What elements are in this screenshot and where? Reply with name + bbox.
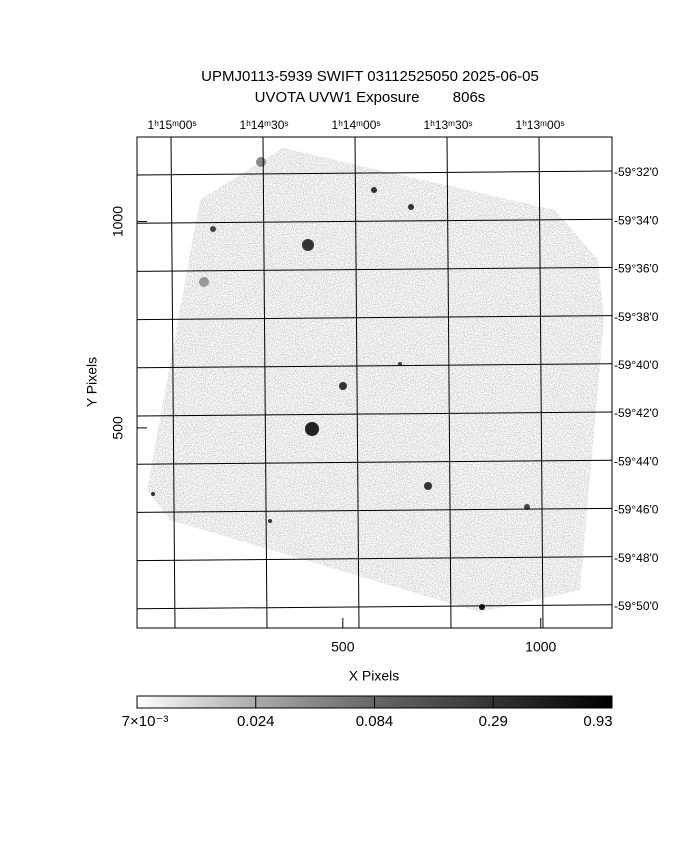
chart-subtitle: UVOTA UVW1 Exposure 806s bbox=[255, 89, 486, 106]
ra-label: 1ʰ13ᵐ00ˢ bbox=[516, 118, 565, 132]
ra-grid-line bbox=[446, 136, 452, 629]
x-tick-label: 1000 bbox=[525, 639, 556, 655]
dec-grid-line bbox=[136, 363, 613, 369]
x-axis-label: X Pixels bbox=[349, 668, 400, 684]
dec-label: -59°46'0 bbox=[614, 503, 659, 517]
chart-title: UPMJ0113-5939 SWIFT 03112525050 2025-06-… bbox=[201, 68, 539, 85]
ra-grid-line bbox=[354, 136, 360, 629]
dec-grid-line bbox=[136, 266, 613, 272]
y-tick-label: 500 bbox=[110, 416, 126, 440]
colorbar-label: 0.93 bbox=[583, 713, 612, 730]
dec-grid-line bbox=[136, 411, 613, 417]
dec-grid-line bbox=[136, 604, 613, 610]
colorbar-label: 7×10⁻³ bbox=[122, 713, 169, 730]
dec-grid-line bbox=[136, 507, 613, 513]
dec-grid-line bbox=[136, 170, 613, 176]
ra-grid-line bbox=[170, 136, 176, 629]
dec-grid-line bbox=[136, 556, 613, 562]
sky-image bbox=[147, 148, 604, 612]
dec-label: -59°40'0 bbox=[614, 358, 659, 372]
dec-label: -59°50'0 bbox=[614, 599, 659, 613]
dec-label: -59°42'0 bbox=[614, 406, 659, 420]
dec-grid-line bbox=[136, 459, 613, 465]
ra-label: 1ʰ14ᵐ30ˢ bbox=[240, 118, 289, 132]
ra-label: 1ʰ15ᵐ00ˢ bbox=[148, 118, 197, 132]
dec-label: -59°48'0 bbox=[614, 551, 659, 565]
y-axis-label: Y Pixels bbox=[84, 357, 100, 407]
x-tick-label: 500 bbox=[331, 639, 355, 655]
ra-grid-line bbox=[262, 136, 268, 629]
dec-grid-line bbox=[136, 315, 613, 321]
dec-label: -59°34'0 bbox=[614, 213, 659, 227]
y-tick-label: 1000 bbox=[110, 206, 126, 237]
colorbar-label: 0.29 bbox=[479, 713, 508, 730]
colorbar-label: 0.084 bbox=[356, 713, 394, 730]
dec-grid-line bbox=[136, 218, 613, 224]
dec-label: -59°36'0 bbox=[614, 262, 659, 276]
coordinate-grid bbox=[136, 136, 613, 629]
ra-label: 1ʰ14ᵐ00ˢ bbox=[332, 118, 381, 132]
dec-label: -59°44'0 bbox=[614, 454, 659, 468]
ra-label: 1ʰ13ᵐ30ˢ bbox=[424, 118, 473, 132]
plot-frame bbox=[136, 136, 613, 629]
ra-grid-line bbox=[538, 136, 544, 629]
dec-label: -59°32'0 bbox=[614, 165, 659, 179]
dec-label: -59°38'0 bbox=[614, 310, 659, 324]
colorbar-label: 0.024 bbox=[237, 713, 275, 730]
